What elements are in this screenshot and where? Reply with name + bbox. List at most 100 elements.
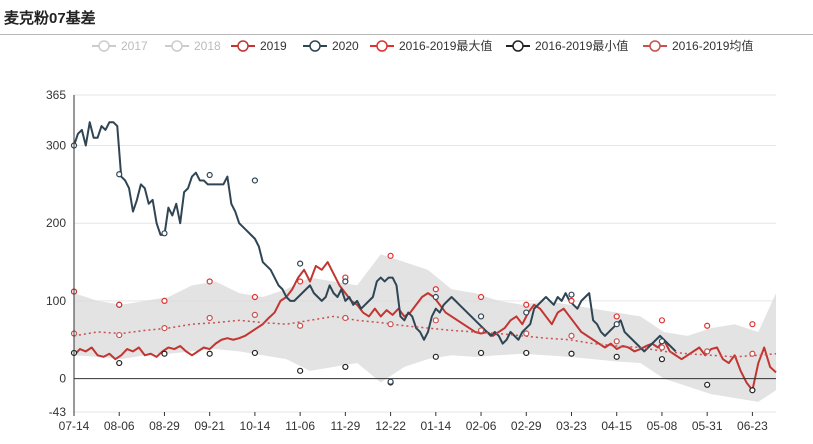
- mean-marker: [206, 314, 213, 322]
- max-marker: [704, 322, 711, 329]
- marker-2020: [387, 378, 394, 385]
- marker-2020: [251, 177, 259, 184]
- series-markers: [70, 142, 756, 394]
- y-tick-label: 200: [46, 216, 66, 230]
- marker-2020: [161, 230, 168, 237]
- x-tick-label: 07-14: [59, 419, 90, 433]
- legend-item-2016-2019最大值[interactable]: 2016-2019最大值: [370, 38, 492, 53]
- min-marker: [523, 349, 530, 357]
- y-tick-label: -43: [49, 405, 67, 419]
- x-tick-label: 08-29: [149, 419, 180, 433]
- marker-2020: [613, 321, 620, 328]
- legend-label: 2016-2019最小值: [535, 38, 628, 53]
- x-tick-label: 11-06: [285, 419, 315, 433]
- legend-item-2016-2019最小值[interactable]: 2016-2019最小值: [506, 38, 628, 53]
- min-marker: [206, 350, 213, 357]
- min-max-band: [74, 254, 776, 402]
- marker-2020: [297, 260, 304, 267]
- legend-circle-icon: [649, 40, 661, 52]
- legend-circle-icon: [376, 40, 388, 52]
- legend-label: 2016-2019最大值: [399, 38, 492, 53]
- legend-circle-icon: [98, 40, 110, 52]
- x-tick-label: 03-23: [556, 419, 587, 433]
- series-line-2020: [73, 121, 677, 353]
- x-tick-label: 02-29: [511, 419, 542, 433]
- legend-circle-icon: [309, 40, 321, 52]
- x-tick-label: 10-14: [240, 419, 271, 433]
- max-marker: [523, 301, 530, 308]
- x-tick-label: 11-29: [330, 419, 360, 433]
- legend-item-2019[interactable]: 2019: [231, 39, 287, 53]
- legend-circle-icon: [171, 40, 183, 52]
- mean-marker: [432, 317, 439, 324]
- legend-label: 2016-2019均值: [672, 38, 753, 53]
- max-marker: [749, 321, 756, 328]
- max-marker: [206, 278, 213, 285]
- marker-2020: [523, 309, 530, 316]
- legend-item-2020[interactable]: 2020: [303, 39, 359, 53]
- mean-marker: [568, 332, 575, 339]
- series-lines: [73, 121, 777, 392]
- max-marker: [568, 297, 575, 304]
- min-marker: [477, 349, 485, 357]
- max-marker: [387, 252, 394, 259]
- marker-2019: [116, 301, 123, 308]
- legend-label: 2020: [332, 39, 359, 53]
- min-marker: [613, 353, 620, 360]
- marker-2020: [658, 338, 666, 345]
- min-marker: [161, 350, 168, 357]
- marker-2020: [568, 291, 575, 298]
- mean-marker: [116, 331, 123, 339]
- max-marker: [297, 278, 304, 285]
- legend: 2017 2018 2019 2020 2016-2019最大值 2016-2019最小值…: [92, 38, 753, 53]
- y-tick-label: 0: [59, 372, 66, 386]
- min-marker: [342, 363, 349, 371]
- x-tick-label: 05-08: [647, 419, 678, 433]
- max-marker: [658, 317, 666, 324]
- legend-item-2018[interactable]: 2018: [165, 39, 221, 53]
- mean-marker: [297, 322, 304, 329]
- min-marker: [297, 367, 304, 374]
- mean-marker: [342, 314, 349, 322]
- max-marker: [432, 286, 439, 293]
- title-bar: 麦克粉07基差: [0, 0, 813, 35]
- x-tick-label: 06-23: [737, 419, 768, 433]
- y-tick-label: 365: [46, 88, 66, 102]
- max-marker: [613, 313, 620, 320]
- min-marker: [568, 350, 575, 357]
- legend-label: 2018: [194, 39, 221, 53]
- min-marker: [432, 353, 439, 360]
- x-tick-label: 09-21: [194, 419, 225, 433]
- marker-2020: [116, 171, 123, 178]
- series-line-2019: [73, 261, 777, 392]
- legend-item-2016-2019均值[interactable]: 2016-2019均值: [643, 38, 753, 53]
- x-tick-label: 01-14: [420, 419, 451, 433]
- min-marker: [251, 349, 259, 357]
- x-tick-label: 08-06: [104, 419, 135, 433]
- mean-marker: [749, 350, 756, 357]
- x-tick-label: 02-06: [466, 419, 497, 433]
- min-marker: [749, 387, 756, 394]
- y-tick-label: 300: [46, 139, 66, 153]
- series-line-2016-2019均值: [73, 315, 777, 358]
- legend-circle-icon: [237, 40, 249, 52]
- legend-circle-icon: [512, 40, 524, 52]
- x-tick-label: 12-22: [375, 419, 406, 433]
- mean-marker: [613, 338, 620, 345]
- legend-item-2017[interactable]: 2017: [92, 39, 148, 53]
- mean-marker: [477, 327, 485, 334]
- mean-marker: [658, 344, 666, 351]
- mean-marker: [523, 330, 530, 337]
- mean-marker: [251, 311, 259, 318]
- y-tick-label: 100: [46, 294, 66, 308]
- marker-2020: [342, 278, 349, 285]
- min-marker: [116, 359, 123, 367]
- marker-2020: [206, 171, 213, 179]
- x-tick-label: 05-31: [692, 419, 723, 433]
- min-marker: [658, 356, 666, 363]
- marker-2020: [477, 313, 485, 320]
- min-marker: [704, 381, 711, 388]
- max-marker: [477, 293, 485, 301]
